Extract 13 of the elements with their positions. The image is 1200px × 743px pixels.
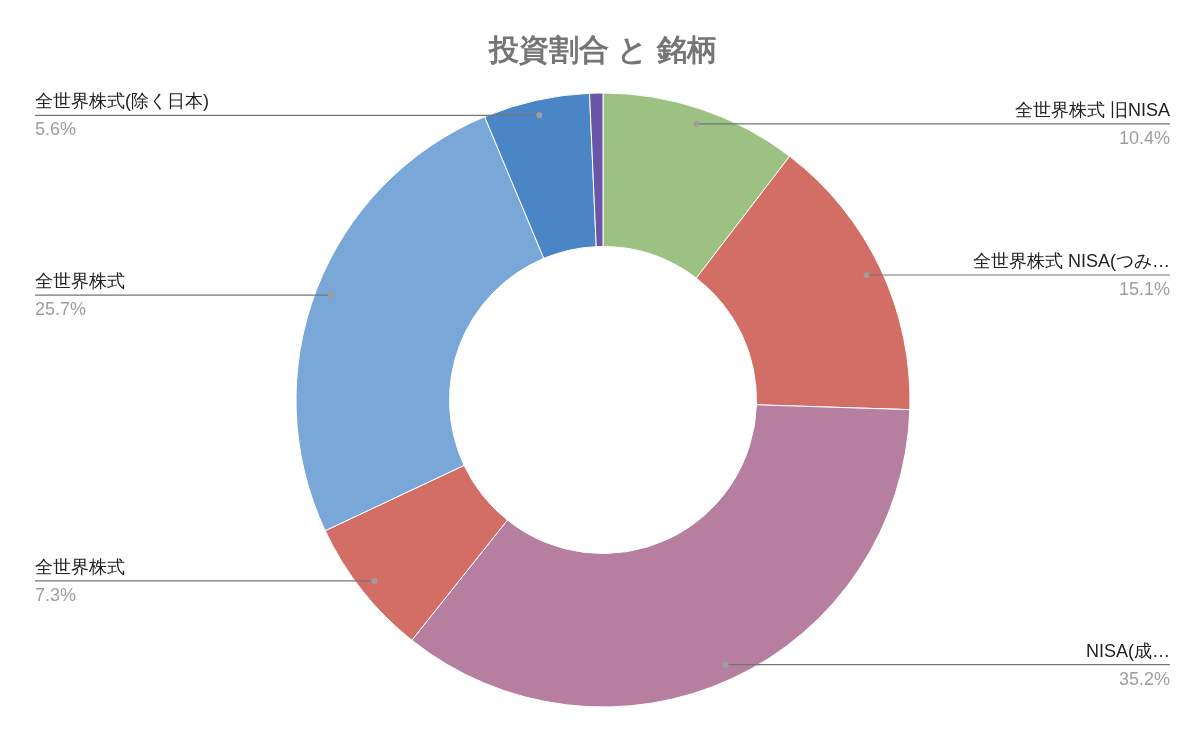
data-label: 10.4% (1118, 127, 1170, 148)
chart-title: 投資割合 と 銘柄 (488, 33, 717, 66)
slice-label: NISA(成… (1085, 640, 1170, 661)
data-label: 35.2% (1118, 668, 1170, 689)
slice-label: 全世界株式 (35, 556, 125, 577)
data-label: 7.3% (35, 584, 77, 605)
data-label: 25.7% (35, 299, 87, 320)
slice-label: 全世界株式 旧NISA (1014, 99, 1170, 120)
slice-label: 全世界株式(除く日本) (35, 91, 209, 112)
slice-label: 全世界株式 (35, 271, 125, 292)
data-label: 15.1% (1118, 278, 1170, 299)
slice-label: 全世界株式 NISA(つみ… (972, 250, 1170, 271)
data-label: 5.6% (35, 119, 77, 140)
